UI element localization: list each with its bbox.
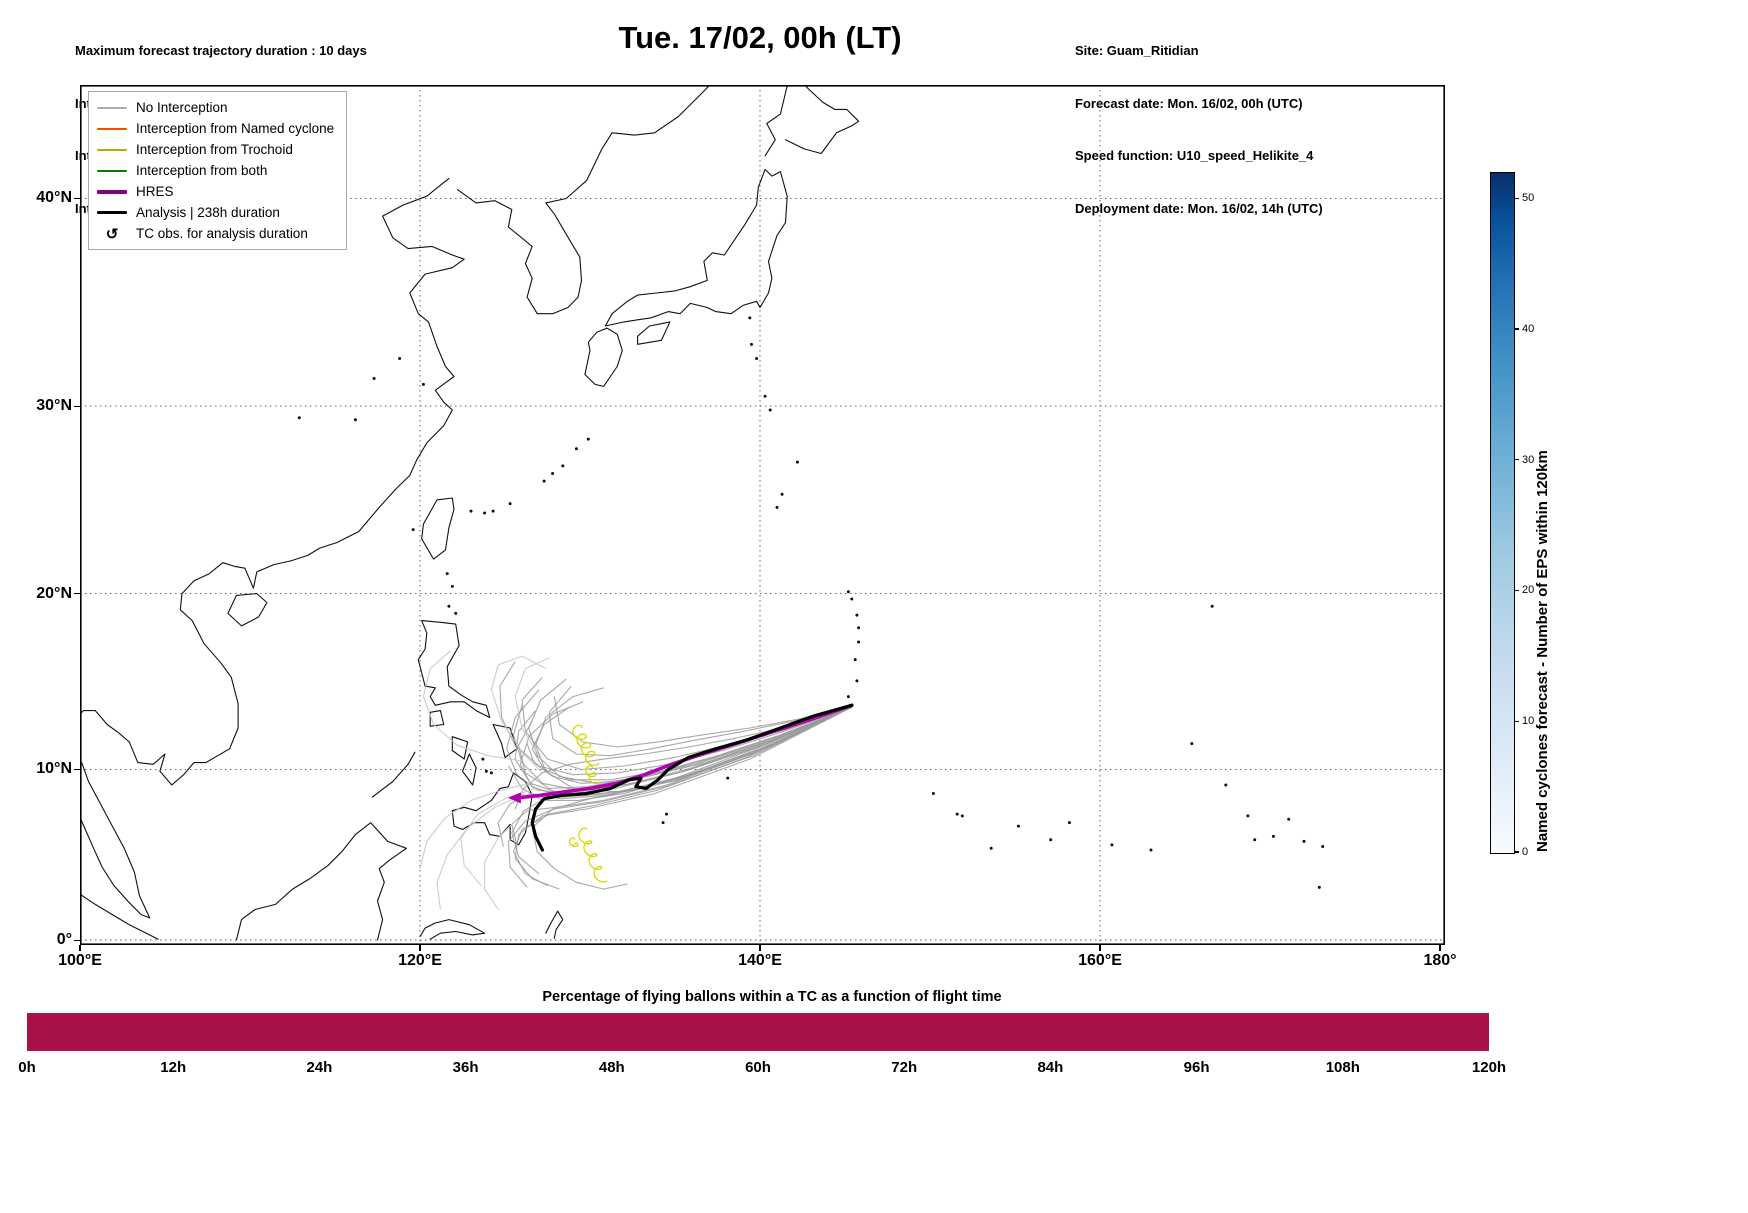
legend-item-0: No Interception [97, 97, 334, 118]
config-line-duration: Maximum forecast trajectory duration : 1… [75, 43, 367, 58]
colorbar-tick-label: 10 [1522, 715, 1535, 728]
colorbar-tick-label: 20 [1522, 584, 1535, 597]
legend-item-label: Interception from both [136, 163, 268, 178]
legend-item-4: HRES [97, 181, 334, 202]
legend-item-3: Interception from both [97, 160, 334, 181]
lon-tick-label: 180° [1423, 952, 1457, 969]
flight-time-bar [27, 1013, 1489, 1051]
flight-hour-tick-label: 84h [1037, 1059, 1064, 1076]
flight-time-chart-title: Percentage of flying ballons within a TC… [542, 989, 1002, 1005]
legend-item-6: ↺ TC obs. for analysis duration [97, 223, 334, 244]
speed-function-line: Speed function: U10_speed_Helikite_4 [1075, 148, 1314, 163]
lat-tick-label: 0° [56, 931, 72, 948]
deployment-date-line: Deployment date: Mon. 16/02, 14h (UTC) [1075, 200, 1323, 216]
colorbar-tick-label: 0 [1522, 846, 1529, 858]
colorbar-tick-label: 30 [1522, 453, 1535, 466]
legend-item-label: Interception from Trochoid [136, 142, 293, 157]
colorbar-tick-label: 50 [1522, 192, 1535, 205]
lon-tick-label: 140°E [738, 952, 782, 969]
flight-hour-tick-label: 12h [160, 1059, 187, 1076]
lon-tick-label: 100°E [58, 952, 102, 969]
lat-tick-label: 20°N [36, 584, 72, 602]
legend-item-1: Interception from Named cyclone [97, 118, 334, 139]
legend: No Interception Interception from Named c… [88, 91, 348, 250]
legend-item-label: No Interception [136, 100, 228, 115]
site-line: Site: Guam_Ritidian [1075, 43, 1199, 58]
flight-hour-tick-label: 96h [1183, 1059, 1210, 1076]
flight-hour-tick-label: 60h [745, 1059, 771, 1076]
flight-hour-tick-label: 120h [1471, 1059, 1507, 1076]
legend-item-2: Interception from Trochoid [97, 139, 334, 160]
legend-line-swatch [97, 189, 127, 194]
lat-tick-label: 10°N [36, 760, 72, 778]
legend-item-label: Analysis | 238h duration [136, 205, 280, 220]
flight-hour-tick-label: 36h [452, 1059, 479, 1076]
legend-item-label: HRES [136, 184, 174, 199]
legend-item-label: TC obs. for analysis duration [136, 226, 308, 241]
colorbar-tick-label: 40 [1522, 322, 1535, 335]
colorbar-label: Named cyclones forecast - Number of EPS … [1534, 450, 1551, 852]
colorbar-gradient [1490, 172, 1515, 854]
legend-item-label: Interception from Named cyclone [136, 121, 335, 136]
legend-item-5: Analysis | 238h duration [97, 202, 334, 223]
legend-line-swatch [97, 106, 127, 109]
flight-hour-tick-label: 0h [18, 1059, 36, 1076]
legend-line-swatch [97, 148, 127, 151]
flight-hour-tick-label: 24h [306, 1059, 333, 1076]
flight-hour-tick-label: 48h [598, 1059, 625, 1076]
forecast-date-line: Forecast date: Mon. 16/02, 00h (UTC) [1075, 95, 1303, 111]
lon-tick-label: 120°E [398, 952, 442, 969]
site-info-block: Site: Guam_Ritidian Forecast date: Mon. … [1075, 7, 1323, 252]
trajectory-map [80, 85, 1445, 945]
legend-line-swatch [97, 210, 127, 215]
lat-tick-label: 40°N [36, 189, 72, 207]
legend-line-swatch [97, 127, 127, 130]
lat-tick-label: 30°N [36, 397, 72, 415]
page-title: Tue. 17/02, 00h (LT) [618, 20, 902, 55]
lon-tick-label: 160°E [1078, 952, 1122, 969]
flight-hour-tick-label: 72h [891, 1059, 918, 1076]
legend-line-swatch [97, 169, 127, 172]
flight-hour-tick-label: 108h [1325, 1059, 1360, 1076]
tc-obs-symbol-icon: ↺ [105, 225, 119, 243]
